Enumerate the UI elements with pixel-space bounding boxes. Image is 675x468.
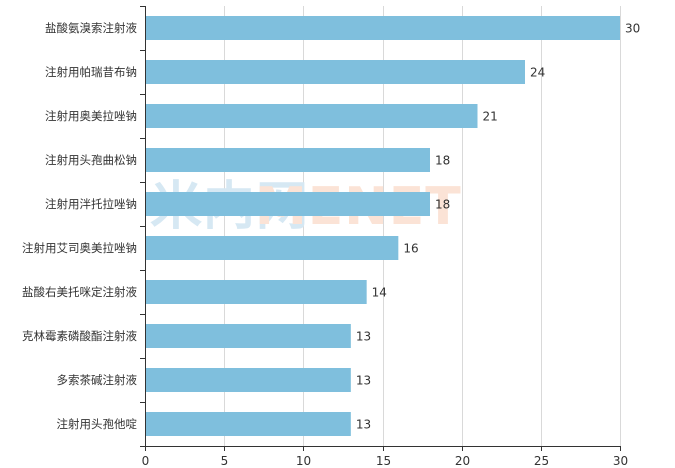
x-tick-label-4: 20	[455, 454, 470, 468]
category-label-6: 盐酸右美托咪定注射液	[22, 285, 137, 299]
category-label-7: 克林霉素磷酸酯注射液	[22, 329, 137, 343]
category-label-0: 盐酸氨溴索注射液	[45, 21, 137, 35]
bar-8	[145, 368, 351, 392]
value-label-9: 13	[356, 418, 371, 432]
bar-2	[145, 104, 478, 128]
value-label-8: 13	[356, 374, 371, 388]
x-tick-label-3: 15	[376, 454, 391, 468]
bar-6	[145, 280, 367, 304]
value-label-7: 13	[356, 330, 371, 344]
value-label-0: 30	[625, 22, 640, 36]
value-label-2: 21	[483, 110, 498, 124]
category-label-9: 注射用头孢他啶	[57, 417, 138, 431]
x-tick-label-1: 5	[221, 454, 229, 468]
value-label-3: 18	[435, 154, 450, 168]
bar-1	[145, 60, 525, 84]
category-label-2: 注射用奥美拉唑钠	[45, 109, 137, 123]
category-label-8: 多索茶碱注射液	[57, 373, 138, 387]
labels: 盐酸氨溴索注射液 30 注射用帕瑞昔布钠 24 注射用奥美拉唑钠 21 注射用头孢曲松钠 18…	[22, 21, 640, 468]
category-label-4: 注射用泮托拉唑钠	[45, 197, 137, 211]
category-label-5: 注射用艾司奥美拉唑钠	[22, 241, 137, 255]
category-label-3: 注射用头孢曲松钠	[45, 153, 137, 167]
bar-7	[145, 324, 351, 348]
value-label-1: 24	[530, 66, 545, 80]
x-tick-label-5: 25	[534, 454, 549, 468]
bar-0	[145, 16, 620, 40]
axes	[140, 6, 621, 451]
x-tick-label-2: 10	[296, 454, 311, 468]
category-label-1: 注射用帕瑞昔布钠	[45, 65, 137, 79]
bar-4	[145, 192, 430, 216]
x-tick-label-0: 0	[142, 454, 150, 468]
bars	[145, 16, 620, 436]
bar-3	[145, 148, 430, 172]
value-label-6: 14	[372, 286, 387, 300]
bar-9	[145, 412, 351, 436]
value-label-4: 18	[435, 198, 450, 212]
bar-5	[145, 236, 399, 260]
value-label-5: 16	[403, 242, 418, 256]
x-tick-label-6: 30	[613, 454, 628, 468]
